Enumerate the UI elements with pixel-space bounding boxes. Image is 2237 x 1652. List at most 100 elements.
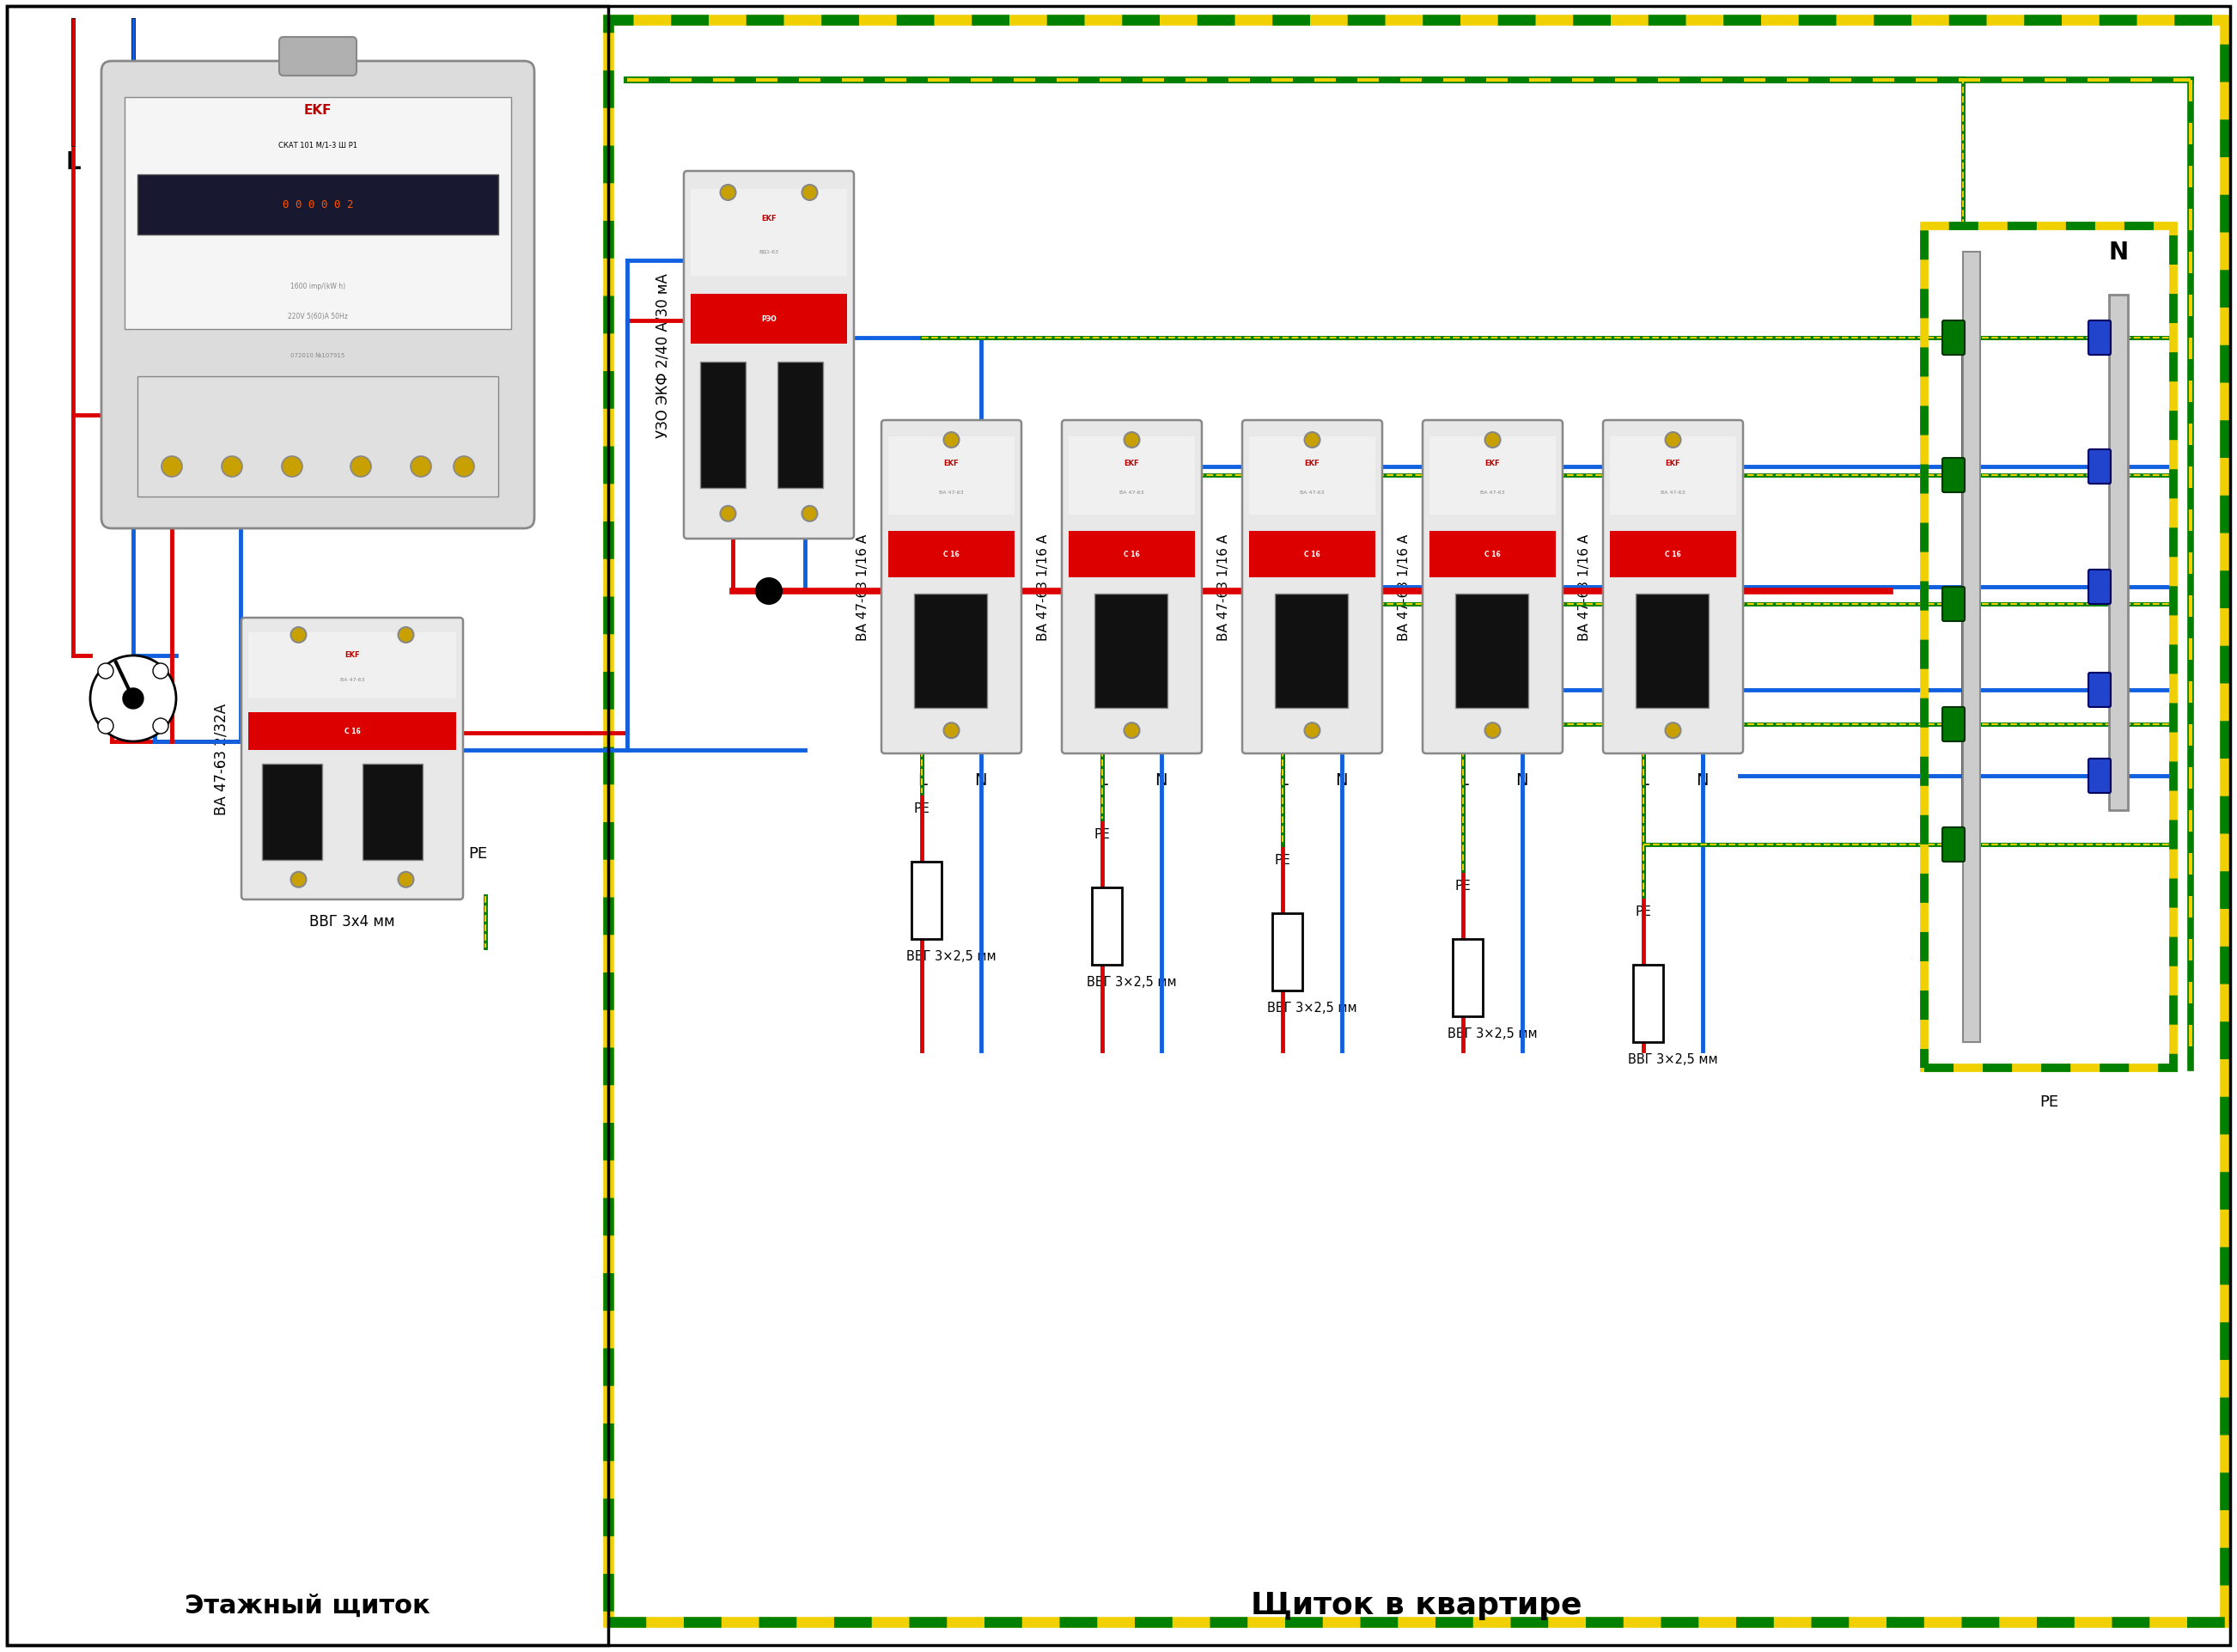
Circle shape — [944, 724, 960, 738]
Text: ВВГ 3×2,5 мм: ВВГ 3×2,5 мм — [1447, 1028, 1537, 1039]
Bar — [1094, 593, 1168, 709]
Bar — [1635, 593, 1709, 709]
Circle shape — [161, 458, 181, 477]
Bar — [1092, 887, 1123, 965]
Circle shape — [98, 719, 114, 733]
Circle shape — [454, 458, 474, 477]
Text: PE: PE — [1456, 879, 1472, 892]
FancyBboxPatch shape — [1604, 421, 1743, 753]
Circle shape — [1664, 433, 1680, 448]
FancyBboxPatch shape — [1942, 707, 1964, 742]
Circle shape — [1123, 724, 1139, 738]
Bar — [1248, 532, 1376, 578]
Text: EKF: EKF — [344, 651, 360, 659]
Text: ВА 47-63: ВА 47-63 — [940, 491, 964, 496]
Bar — [1273, 914, 1302, 991]
Text: PE: PE — [1094, 828, 1110, 841]
Bar — [913, 862, 942, 940]
Circle shape — [398, 872, 414, 887]
Text: ВА 47-63 1/16 А: ВА 47-63 1/16 А — [1217, 534, 1230, 641]
Text: N: N — [1335, 771, 1347, 788]
Text: ВА 47-63: ВА 47-63 — [1481, 491, 1506, 496]
Text: ВА 47-63: ВА 47-63 — [1118, 491, 1143, 496]
Circle shape — [1459, 578, 1485, 605]
Text: ВА 47-63: ВА 47-63 — [340, 677, 365, 682]
Bar — [1069, 438, 1195, 515]
Text: ВА 47-63: ВА 47-63 — [1660, 491, 1684, 496]
Circle shape — [152, 719, 168, 733]
Bar — [608, 20, 2226, 1622]
Bar — [1924, 226, 2174, 1069]
FancyBboxPatch shape — [2089, 320, 2112, 355]
Text: L: L — [1640, 771, 1649, 788]
Circle shape — [1485, 433, 1501, 448]
FancyBboxPatch shape — [1942, 459, 1964, 492]
Bar — [248, 712, 456, 750]
Text: C 16: C 16 — [1664, 550, 1680, 558]
Text: N: N — [1696, 771, 1709, 788]
Text: 0 0 0 0 0 2: 0 0 0 0 0 2 — [282, 200, 353, 211]
Text: ВА 47-63 1/16 А: ВА 47-63 1/16 А — [1038, 534, 1049, 641]
Text: EKF: EKF — [1485, 459, 1501, 468]
FancyBboxPatch shape — [242, 618, 463, 900]
Circle shape — [1304, 433, 1320, 448]
Circle shape — [917, 578, 946, 605]
Text: УЗО ЭКФ 2/40 А/30 мА: УЗО ЭКФ 2/40 А/30 мА — [655, 273, 671, 438]
FancyBboxPatch shape — [1942, 320, 1964, 355]
FancyBboxPatch shape — [881, 421, 1022, 753]
Text: EKF: EKF — [1304, 459, 1320, 468]
Text: 072010 №107915: 072010 №107915 — [291, 354, 344, 358]
Text: L: L — [65, 150, 81, 175]
Circle shape — [756, 578, 783, 605]
Text: EKF: EKF — [304, 104, 331, 117]
Bar — [136, 175, 499, 235]
Bar — [691, 294, 848, 345]
Text: РЭО: РЭО — [761, 316, 776, 324]
Bar — [262, 765, 322, 861]
Bar — [125, 97, 510, 330]
Circle shape — [720, 185, 736, 202]
Bar — [1456, 593, 1528, 709]
FancyBboxPatch shape — [1942, 828, 1964, 862]
Bar — [136, 377, 499, 497]
Circle shape — [801, 185, 817, 202]
Bar — [1275, 593, 1349, 709]
Text: L: L — [1459, 771, 1467, 788]
Text: L: L — [1277, 771, 1289, 788]
Text: L: L — [1098, 771, 1107, 788]
Text: EKF: EKF — [1125, 459, 1139, 468]
Text: EKF: EKF — [761, 215, 776, 223]
Text: ВА 47-63 1/16 А: ВА 47-63 1/16 А — [857, 534, 870, 641]
FancyBboxPatch shape — [2089, 570, 2112, 605]
Circle shape — [1485, 724, 1501, 738]
Bar — [888, 438, 1016, 515]
Circle shape — [1098, 578, 1125, 605]
Text: ВД1-63: ВД1-63 — [758, 249, 778, 253]
Circle shape — [291, 872, 306, 887]
Bar — [888, 532, 1016, 578]
Circle shape — [720, 507, 736, 522]
Text: N: N — [2109, 241, 2127, 264]
Bar — [776, 363, 823, 489]
Bar — [1429, 438, 1555, 515]
Circle shape — [1280, 578, 1306, 605]
Circle shape — [152, 664, 168, 679]
Text: C 16: C 16 — [1485, 550, 1501, 558]
FancyBboxPatch shape — [685, 172, 855, 539]
Text: N: N — [123, 150, 143, 175]
Text: C 16: C 16 — [1123, 550, 1141, 558]
Text: N: N — [1154, 771, 1168, 788]
Text: N: N — [1517, 771, 1528, 788]
Bar — [1248, 438, 1376, 515]
Circle shape — [1664, 724, 1680, 738]
Text: ВВГ 3×2,5 мм: ВВГ 3×2,5 мм — [1087, 975, 1177, 988]
Text: C 16: C 16 — [944, 550, 960, 558]
Bar — [691, 190, 848, 276]
Circle shape — [282, 458, 302, 477]
Text: PE: PE — [1635, 905, 1651, 919]
Text: 220V 5(60)A 50Hz: 220V 5(60)A 50Hz — [289, 312, 349, 320]
Text: PE: PE — [468, 846, 488, 861]
Text: ВВГ 3×2,5 мм: ВВГ 3×2,5 мм — [906, 950, 995, 963]
Bar — [1069, 532, 1195, 578]
Circle shape — [291, 628, 306, 643]
